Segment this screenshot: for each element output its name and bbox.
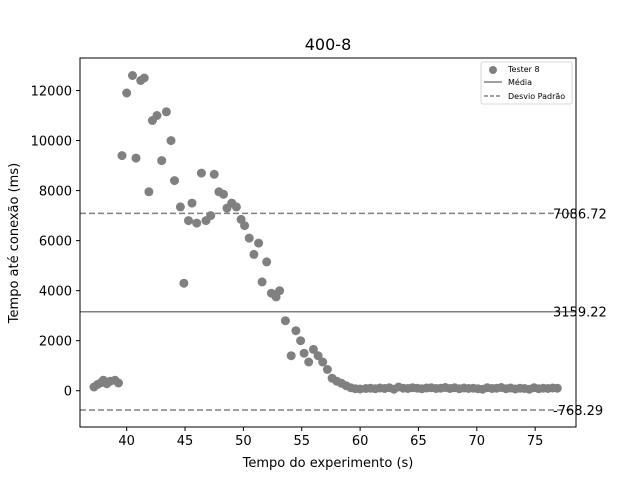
y-axis-label: Tempo até conexão (ms) <box>7 163 22 324</box>
data-point <box>275 286 285 296</box>
data-point <box>192 218 202 228</box>
data-point <box>304 357 314 367</box>
data-point <box>166 136 176 146</box>
y-tick-label: 6000 <box>39 235 72 250</box>
plot-area-frame <box>79 57 577 428</box>
y-tick-label: 8000 <box>39 185 72 200</box>
x-tick-label: 55 <box>293 434 310 449</box>
data-points <box>89 71 562 394</box>
data-point <box>196 168 206 178</box>
data-point <box>313 351 323 361</box>
data-point <box>122 88 132 98</box>
data-point <box>296 336 306 346</box>
data-point <box>552 383 562 393</box>
x-tick-label: 65 <box>410 434 427 449</box>
x-tick-label: 75 <box>527 434 544 449</box>
data-point <box>152 111 162 120</box>
data-point <box>184 216 193 226</box>
data-point <box>219 189 228 199</box>
data-point <box>161 107 171 117</box>
y-tick-label: 4000 <box>39 285 72 300</box>
data-point <box>291 326 301 336</box>
x-tick-label: 70 <box>469 434 486 449</box>
x-tick-label: 45 <box>177 434 194 449</box>
data-point <box>187 198 197 208</box>
data-point <box>139 73 149 83</box>
data-point <box>308 344 318 354</box>
data-point <box>179 278 189 288</box>
data-point <box>249 249 259 259</box>
x-axis-ticks: 40 45 50 55 60 65 70 75 <box>118 427 543 449</box>
x-tick-label: 60 <box>352 434 369 449</box>
data-point <box>318 357 328 367</box>
y-tick-label: 12000 <box>31 85 72 100</box>
y-axis-ticks: 0 2000 4000 6000 8000 10000 12000 <box>31 85 80 400</box>
data-point <box>257 277 267 287</box>
legend-marker-scatter <box>489 66 497 74</box>
data-point <box>262 257 272 267</box>
x-tick-label: 50 <box>235 434 252 449</box>
x-tick-label: 40 <box>118 434 135 449</box>
x-axis-label: Tempo do experimento (s) <box>242 456 414 471</box>
data-point <box>117 151 127 161</box>
data-point <box>114 378 123 388</box>
reference-line-labels: 7086.72 3159.22 -768.29 <box>553 207 607 419</box>
data-point <box>322 365 332 374</box>
y-tick-label: 0 <box>64 385 72 400</box>
data-point <box>209 169 219 179</box>
data-point <box>157 156 167 166</box>
mean-value-label: 3159.22 <box>553 306 607 321</box>
data-point <box>240 221 250 231</box>
chart-title: 400-8 <box>305 35 352 54</box>
legend-box <box>480 61 573 105</box>
legend-label-std: Desvio Padrão <box>508 92 565 101</box>
data-point <box>286 351 296 361</box>
data-point <box>280 316 290 326</box>
y-tick-label: 10000 <box>31 135 72 150</box>
legend-label-mean: Média <box>508 77 532 87</box>
legend: Tester 8 Média Desvio Padrão <box>480 61 573 105</box>
data-point <box>206 211 216 221</box>
data-point <box>144 187 154 197</box>
data-point <box>231 202 241 212</box>
data-point <box>299 348 309 358</box>
data-point <box>254 238 264 248</box>
data-point <box>131 153 141 163</box>
reference-lines <box>80 212 576 411</box>
data-point <box>175 202 185 212</box>
lower-std-value-label: -768.29 <box>553 404 603 419</box>
data-point <box>170 176 179 186</box>
data-point <box>128 71 137 80</box>
data-point <box>244 233 254 243</box>
upper-std-value-label: 7086.72 <box>553 207 607 222</box>
y-tick-label: 2000 <box>39 335 72 350</box>
legend-label-scatter: Tester 8 <box>507 65 540 74</box>
